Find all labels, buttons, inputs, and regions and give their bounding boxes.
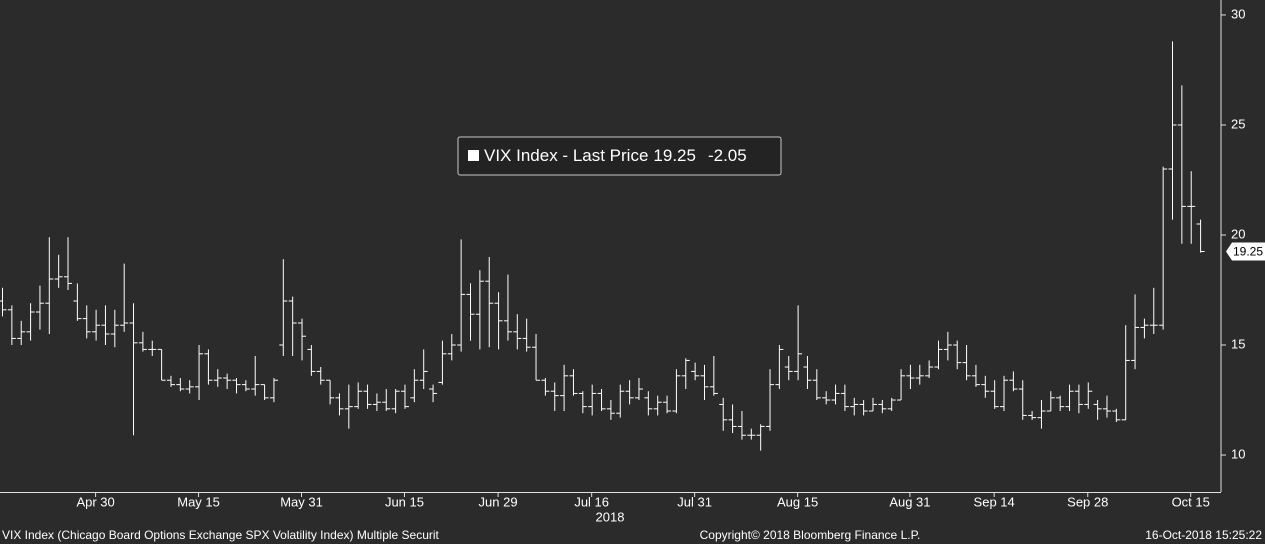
legend-text: VIX Index - Last Price 19.25 -2.05 [484, 146, 747, 165]
x-tick-label: Oct 15 [1172, 494, 1210, 509]
x-tick-label: Apr 30 [76, 494, 114, 509]
legend-name: VIX Index - Last Price [484, 146, 648, 165]
y-tick-label: 15 [1231, 336, 1245, 351]
x-tick-label: Jun 15 [385, 494, 424, 509]
legend-last-price: 19.25 [653, 146, 696, 165]
x-tick-label: Jul 16 [574, 494, 609, 509]
x-tick-label: Jun 29 [479, 494, 518, 509]
x-tick-label: Sep 28 [1067, 494, 1108, 509]
x-tick-label: May 31 [280, 494, 323, 509]
footer-left: VIX Index (Chicago Board Options Exchang… [2, 528, 440, 542]
y-tick-label: 20 [1231, 226, 1245, 241]
legend-box [457, 136, 782, 176]
x-tick-label: Aug 15 [777, 494, 818, 509]
x-tick-label: Aug 31 [889, 494, 930, 509]
y-tick-label: 30 [1231, 6, 1245, 21]
last-price-tag [1226, 242, 1265, 261]
y-tick-label: 10 [1231, 446, 1245, 461]
ohlc-series [0, 41, 1205, 451]
x-tick-label: May 15 [177, 494, 220, 509]
x-tick-label: Jul 31 [677, 494, 712, 509]
x-tick-label: Sep 14 [974, 494, 1015, 509]
y-tick-label: 25 [1231, 116, 1245, 131]
legend-swatch [468, 150, 479, 161]
footer-right: 16-Oct-2018 15:25:22 [1145, 528, 1262, 542]
x-axis-year: 2018 [596, 509, 625, 524]
footer-center: Copyright© 2018 Bloomberg Finance L.P. [700, 528, 921, 542]
legend: VIX Index - Last Price 19.25 -2.05 [457, 136, 782, 176]
legend-change: -2.05 [708, 146, 747, 165]
last-price-label: 19.25 [1233, 245, 1263, 259]
